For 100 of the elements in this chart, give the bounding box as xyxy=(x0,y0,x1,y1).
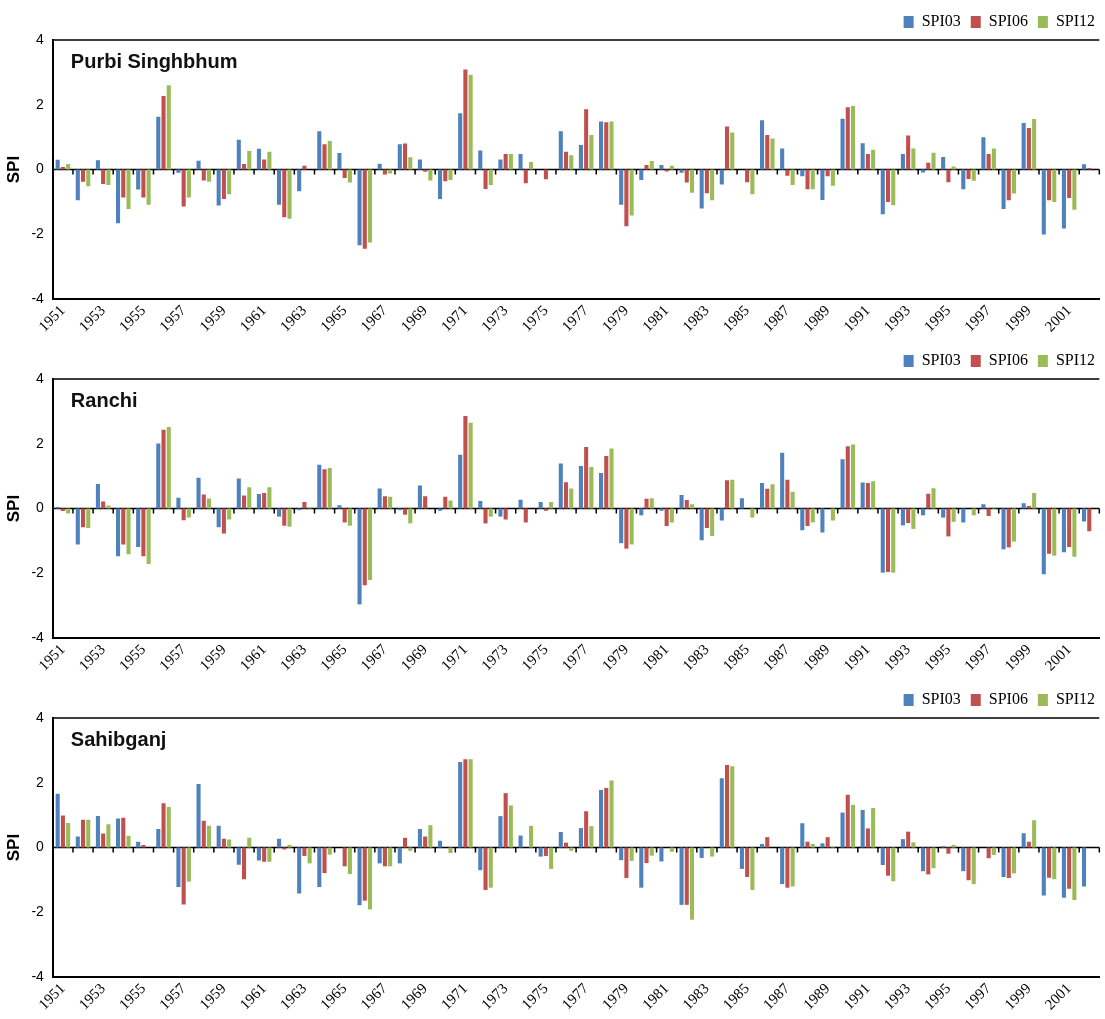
bar xyxy=(478,847,483,871)
bar xyxy=(121,169,126,198)
bar xyxy=(458,113,463,170)
bar xyxy=(644,498,649,509)
bar xyxy=(865,482,870,509)
bar xyxy=(931,847,936,869)
bar xyxy=(891,508,896,573)
bar xyxy=(1082,164,1087,170)
bar xyxy=(805,508,810,527)
bar xyxy=(820,508,825,533)
bar xyxy=(911,842,916,848)
bar xyxy=(558,463,563,509)
bar xyxy=(820,843,825,848)
bar xyxy=(503,793,508,848)
bar xyxy=(267,151,272,170)
bar xyxy=(106,824,111,848)
bar xyxy=(589,467,594,509)
bar xyxy=(201,169,206,181)
bar xyxy=(181,508,186,521)
bar xyxy=(951,844,956,848)
bar xyxy=(357,508,362,605)
bar xyxy=(518,499,523,509)
y-tick-label: -2 xyxy=(31,225,45,242)
bar xyxy=(186,847,191,882)
y-tick-label: -4 xyxy=(31,967,45,984)
bar xyxy=(55,793,60,848)
y-tick-label: -2 xyxy=(31,903,45,920)
bar xyxy=(362,508,367,586)
bar xyxy=(810,843,815,848)
bar xyxy=(745,169,750,183)
bar xyxy=(926,847,931,875)
bar xyxy=(161,429,166,509)
bar xyxy=(66,164,71,170)
bar xyxy=(347,508,352,526)
bar xyxy=(322,847,327,874)
bar xyxy=(679,494,684,509)
bar xyxy=(760,120,765,170)
bar xyxy=(377,163,382,170)
bar xyxy=(850,106,856,170)
bar xyxy=(1001,847,1006,877)
bar xyxy=(971,847,976,885)
bar xyxy=(699,847,704,858)
bar xyxy=(604,456,609,509)
bar xyxy=(991,148,996,170)
x-tick-label: 1979 xyxy=(598,641,632,674)
text: Ranchi xyxy=(70,388,138,411)
bar xyxy=(724,126,730,170)
y-tick-label: 0 xyxy=(36,160,45,177)
bar xyxy=(750,169,755,195)
bar xyxy=(639,847,644,888)
bar xyxy=(840,459,845,509)
bar xyxy=(337,505,342,509)
bar xyxy=(362,847,367,901)
text: Purbi Singhbhum xyxy=(70,49,238,72)
bar xyxy=(900,153,905,170)
bar xyxy=(649,498,654,509)
bar xyxy=(417,159,422,170)
bar xyxy=(689,169,695,193)
bar xyxy=(463,69,468,170)
bar xyxy=(790,169,795,186)
bar xyxy=(402,508,408,515)
bar xyxy=(236,139,241,170)
x-tick-label: 1979 xyxy=(598,980,632,1013)
bar xyxy=(1041,169,1046,235)
bar xyxy=(830,169,835,186)
bar xyxy=(388,847,393,867)
bar xyxy=(423,836,428,848)
bar xyxy=(1001,169,1006,210)
bar xyxy=(1026,841,1031,848)
bar xyxy=(790,491,795,509)
bar xyxy=(136,169,141,190)
bar xyxy=(483,847,488,890)
legend-label: SPI06 xyxy=(988,12,1028,30)
bar xyxy=(780,148,785,170)
bar xyxy=(262,159,267,170)
bar xyxy=(428,825,433,848)
bar xyxy=(699,508,704,541)
bar xyxy=(317,131,322,170)
bar xyxy=(750,847,755,890)
bar xyxy=(483,508,488,524)
bar xyxy=(790,847,795,887)
bar xyxy=(357,847,362,906)
bar xyxy=(367,508,373,581)
bar xyxy=(860,143,865,170)
bar xyxy=(860,482,865,509)
bar xyxy=(247,151,252,170)
y-tick-label: 4 xyxy=(36,369,45,386)
bar xyxy=(760,482,765,509)
bar xyxy=(780,452,785,509)
bar xyxy=(161,96,166,170)
legend-label: SPI06 xyxy=(988,351,1028,369)
bar xyxy=(408,847,413,851)
legend-label: SPI03 xyxy=(921,12,961,30)
bar xyxy=(880,847,885,866)
bar xyxy=(1006,847,1011,878)
bar xyxy=(196,477,201,509)
bar xyxy=(282,508,287,526)
bar xyxy=(327,847,332,855)
bar xyxy=(558,831,563,848)
bar xyxy=(760,843,765,848)
